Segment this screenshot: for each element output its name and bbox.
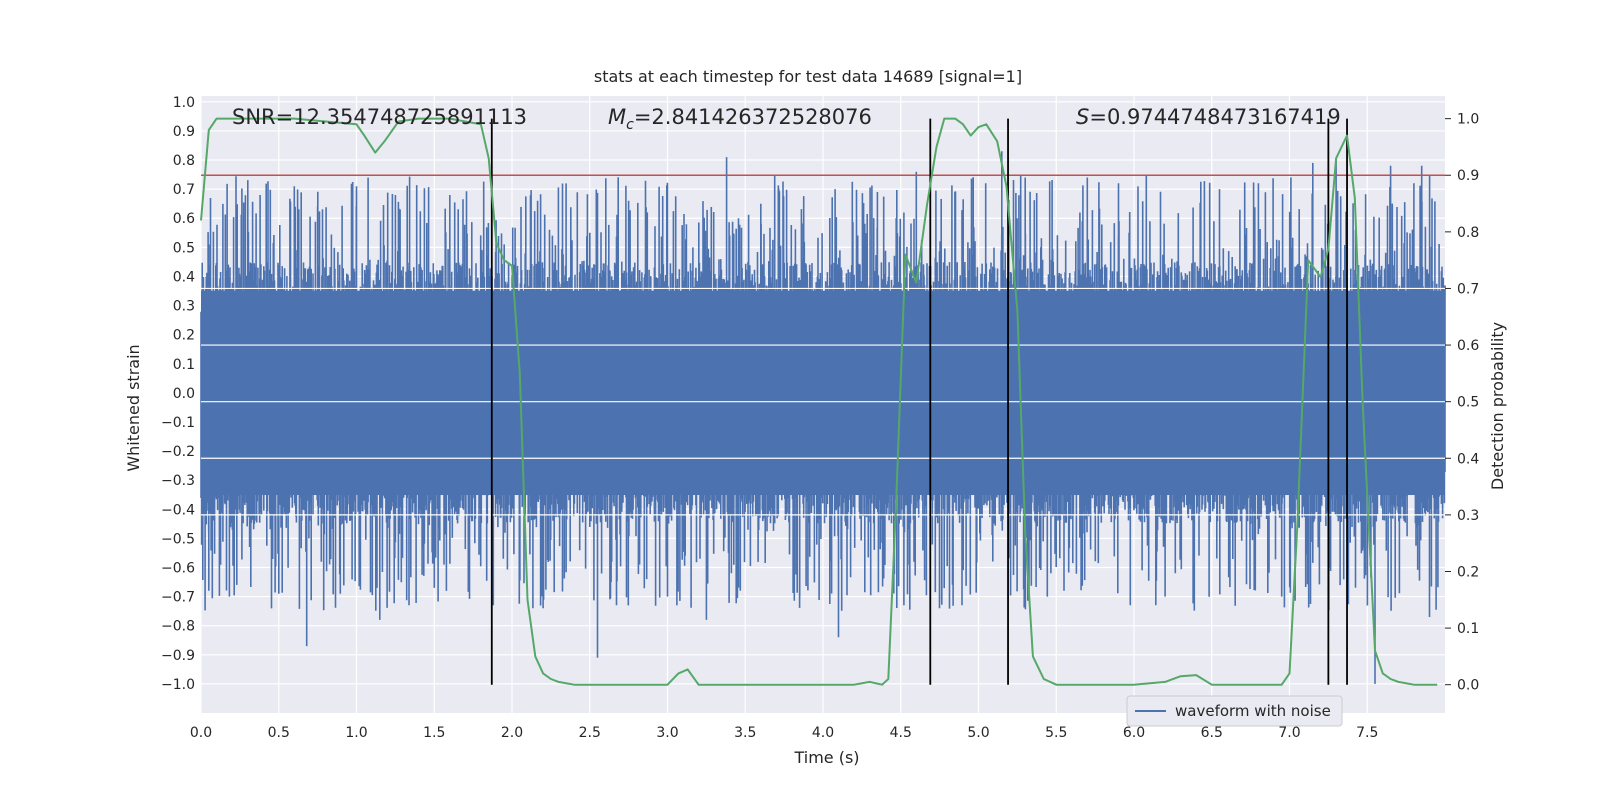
y-tick-label: −0.1 bbox=[161, 415, 195, 431]
x-tick-label: 3.5 bbox=[734, 725, 756, 741]
waveform-trace bbox=[200, 151, 1446, 684]
annotation-lines bbox=[201, 118, 1445, 685]
legend: waveform with noise bbox=[1126, 695, 1343, 727]
y-tick-label: −1.0 bbox=[161, 677, 195, 693]
y-tick-label: −0.2 bbox=[161, 444, 195, 460]
y-tick-label: 0.6 bbox=[173, 211, 195, 227]
x-axis-label: Time (s) bbox=[793, 748, 859, 767]
x-tick-label: 7.0 bbox=[1278, 725, 1300, 741]
x-tick-label: 1.0 bbox=[345, 725, 367, 741]
y2-tick-label: 0.5 bbox=[1457, 395, 1479, 411]
y2-tick-label: 0.7 bbox=[1457, 281, 1479, 297]
tick-labels: 0.0 0.5 1.0 1.5 2.0 2.5 3.0 3.5 4.0 4.5 5.0 5.5 6.0 6… bbox=[161, 95, 1479, 741]
y2-tick-label: 0.8 bbox=[1457, 225, 1479, 241]
y-tick-label: 0.0 bbox=[173, 386, 195, 402]
y-tick-label: −0.9 bbox=[161, 648, 195, 664]
y-tick-label: 0.2 bbox=[173, 328, 195, 344]
y2-tick-label: 0.6 bbox=[1457, 338, 1479, 354]
x-tick-label: 0.0 bbox=[190, 725, 212, 741]
y-tick-label: 0.8 bbox=[173, 153, 195, 169]
chirp-mass-value: =2.841426372528076 bbox=[634, 105, 872, 129]
y2-tick-label: 0.0 bbox=[1457, 678, 1479, 694]
snr-annotation: SNR=12.354748725891113 bbox=[232, 105, 527, 129]
x-tick-label: 5.0 bbox=[967, 725, 989, 741]
y-tick-label: −0.6 bbox=[161, 560, 195, 576]
x-tick-label: 6.0 bbox=[1123, 725, 1145, 741]
x-tick-label: 4.0 bbox=[812, 725, 834, 741]
x-tick-label: 7.5 bbox=[1356, 725, 1378, 741]
x-tick-label: 6.5 bbox=[1201, 725, 1223, 741]
y-tick-label: 0.7 bbox=[173, 182, 195, 198]
x-tick-label: 2.5 bbox=[579, 725, 601, 741]
s-value: =0.9744748473167419 bbox=[1089, 105, 1340, 129]
y-tick-label: 0.4 bbox=[173, 269, 195, 285]
y-tick-label: 0.5 bbox=[173, 240, 195, 256]
x-tick-label: 2.0 bbox=[501, 725, 523, 741]
waveform-with-noise-series bbox=[200, 151, 1446, 684]
y-tick-label: −0.3 bbox=[161, 473, 195, 489]
y2-tick-label: 0.2 bbox=[1457, 564, 1479, 580]
s-symbol: S bbox=[1076, 105, 1089, 129]
y-tick-label: −0.8 bbox=[161, 619, 195, 635]
x-tick-label: 5.5 bbox=[1045, 725, 1067, 741]
x-tick-label: 3.0 bbox=[656, 725, 678, 741]
y-tick-label: 0.9 bbox=[173, 124, 195, 140]
y-tick-label: −0.7 bbox=[161, 590, 195, 606]
chirp-mass-annotation: Mc=2.841426372528076 bbox=[608, 105, 872, 133]
y-tick-label: 0.3 bbox=[173, 299, 195, 315]
detection-probability-line bbox=[200, 117, 1438, 686]
chart-title: stats at each timestep for test data 146… bbox=[594, 67, 1022, 86]
y-tick-label: 0.1 bbox=[173, 357, 195, 373]
legend-waveform-label: waveform with noise bbox=[1175, 702, 1331, 720]
legend-box bbox=[1126, 695, 1343, 727]
y-tick-label: 1.0 bbox=[173, 95, 195, 111]
detection-probability-series bbox=[200, 117, 1438, 686]
y-axis-label: Whitened strain bbox=[124, 344, 143, 471]
y2-tick-label: 0.3 bbox=[1457, 508, 1479, 524]
y2-tick-label: 0.4 bbox=[1457, 451, 1479, 467]
y2-tick-label: 1.0 bbox=[1457, 112, 1479, 128]
chirp-mass-subscript: c bbox=[626, 117, 634, 133]
y2-axis-label: Detection probability bbox=[1488, 322, 1507, 490]
s-annotation: S=0.9744748473167419 bbox=[1076, 105, 1341, 129]
y-tick-label: −0.5 bbox=[161, 531, 195, 547]
x-tick-label: 4.5 bbox=[890, 725, 912, 741]
x-tick-label: 1.5 bbox=[423, 725, 445, 741]
chirp-mass-symbol: M bbox=[608, 105, 626, 129]
y-tick-label: −0.4 bbox=[161, 502, 195, 518]
x-tick-label: 0.5 bbox=[268, 725, 290, 741]
y2-tick-label: 0.9 bbox=[1457, 168, 1479, 184]
y2-tick-label: 0.1 bbox=[1457, 621, 1479, 637]
